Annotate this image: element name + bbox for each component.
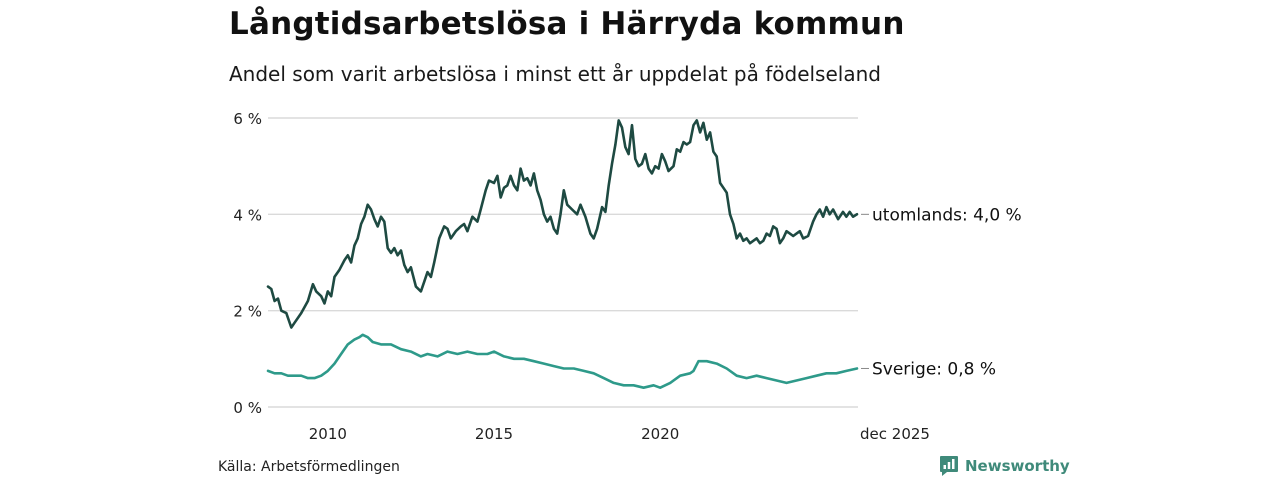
y-tick-label: 2 % xyxy=(233,303,262,321)
newsworthy-chart-icon xyxy=(940,456,958,476)
line-chart: 0 % 2 % 4 % 6 % 2010 2015 2020 dec 2025 utomlan… xyxy=(233,110,1022,443)
series-lines xyxy=(266,119,859,389)
source-note: Källa: Arbetsförmedlingen xyxy=(218,459,400,475)
x-tick-label: 2015 xyxy=(475,425,513,443)
end-label-sverige: Sverige: 0,8 % xyxy=(872,359,996,379)
y-tick-label: 6 % xyxy=(233,110,262,128)
brand-name: Newsworthy xyxy=(965,457,1070,475)
chart-title: Långtidsarbetslösa i Härryda kommun xyxy=(229,6,905,42)
y-tick-label: 0 % xyxy=(233,399,262,417)
end-label-utomlands: utomlands: 4,0 % xyxy=(872,205,1022,225)
y-tick-label: 4 % xyxy=(233,206,262,224)
series-line-utomlands xyxy=(266,119,859,329)
brand-logo[interactable]: Newsworthy xyxy=(939,455,1070,477)
gridlines xyxy=(268,117,858,408)
series-line-sverige xyxy=(266,333,859,389)
chart-subtitle: Andel som varit arbetslösa i minst ett å… xyxy=(229,62,881,86)
x-tick-label: 2010 xyxy=(309,425,347,443)
x-tick-label: 2020 xyxy=(641,425,679,443)
axes: 0 % 2 % 4 % 6 % 2010 2015 2020 dec 2025 xyxy=(233,110,930,443)
x-tick-label: dec 2025 xyxy=(860,425,930,443)
end-labels: utomlands: 4,0 % Sverige: 0,8 % xyxy=(861,205,1022,379)
